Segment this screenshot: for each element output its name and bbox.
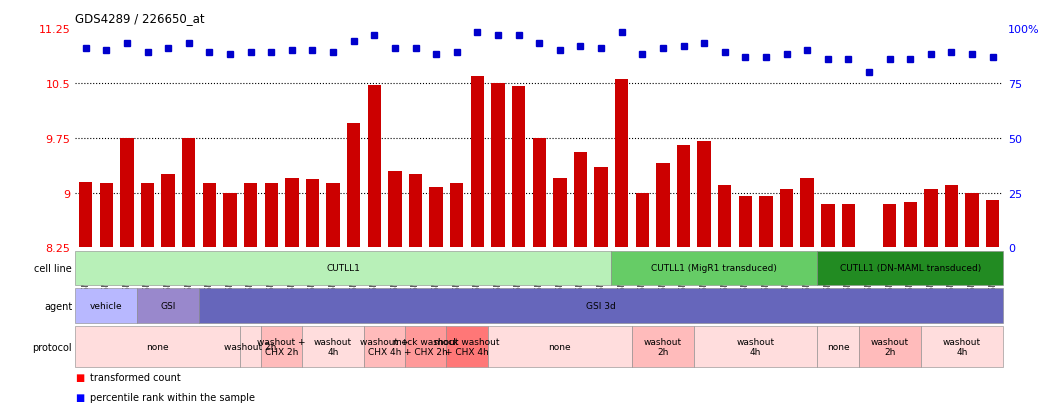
Text: none: none (147, 342, 170, 351)
Bar (388, 171, 402, 248)
Bar (244, 184, 258, 248)
Bar (697, 142, 711, 248)
Bar (965, 193, 979, 248)
Bar (429, 187, 443, 248)
Text: none: none (549, 342, 571, 351)
Bar (327, 184, 340, 248)
Bar (491, 84, 505, 248)
Bar (759, 197, 773, 248)
Bar (161, 175, 175, 248)
Bar (904, 202, 917, 248)
Bar (223, 193, 237, 248)
Text: agent: agent (44, 301, 72, 311)
Bar (944, 186, 958, 248)
Bar (408, 175, 422, 248)
Bar (99, 184, 113, 248)
Text: GSI: GSI (160, 301, 176, 310)
Text: washout
2h: washout 2h (644, 337, 682, 356)
Bar (347, 124, 360, 248)
Text: CUTLL1 (MigR1 transduced): CUTLL1 (MigR1 transduced) (651, 264, 777, 273)
Text: washout
2h: washout 2h (871, 337, 909, 356)
Bar (203, 184, 216, 248)
Bar (79, 182, 92, 248)
Bar (595, 168, 607, 248)
Bar (182, 138, 196, 248)
Text: vehicle: vehicle (90, 301, 122, 310)
Text: mock washout
+ CHX 4h: mock washout + CHX 4h (435, 337, 499, 356)
Bar (553, 178, 566, 248)
Text: CUTLL1: CUTLL1 (327, 264, 360, 273)
Bar (512, 87, 526, 248)
Text: washout
4h: washout 4h (314, 337, 352, 356)
Text: GSI 3d: GSI 3d (586, 301, 616, 310)
Bar (120, 138, 134, 248)
Text: mock washout
+ CHX 2h: mock washout + CHX 2h (393, 337, 459, 356)
Bar (574, 153, 587, 248)
Bar (306, 180, 319, 248)
Bar (738, 197, 752, 248)
Text: transformed count: transformed count (90, 373, 181, 382)
Bar (285, 178, 298, 248)
Text: GDS4289 / 226650_at: GDS4289 / 226650_at (75, 12, 205, 25)
Text: washout +
CHX 2h: washout + CHX 2h (258, 337, 306, 356)
Bar (801, 178, 814, 248)
Text: washout
4h: washout 4h (737, 337, 775, 356)
Bar (636, 193, 649, 248)
Text: ■: ■ (75, 392, 85, 402)
Text: ■: ■ (75, 373, 85, 382)
Bar (986, 200, 1000, 248)
Text: washout +
CHX 4h: washout + CHX 4h (360, 337, 408, 356)
Bar (718, 186, 732, 248)
Bar (883, 204, 896, 248)
Bar (656, 164, 670, 248)
Bar (925, 190, 937, 248)
Text: CUTLL1 (DN-MAML transduced): CUTLL1 (DN-MAML transduced) (840, 264, 981, 273)
Bar (265, 184, 277, 248)
Bar (821, 204, 834, 248)
Bar (450, 184, 464, 248)
Text: none: none (827, 342, 849, 351)
Bar (141, 184, 154, 248)
Bar (615, 80, 628, 248)
Bar (367, 86, 381, 248)
Text: cell line: cell line (35, 263, 72, 273)
Text: protocol: protocol (32, 342, 72, 352)
Bar (533, 138, 545, 248)
Text: washout
4h: washout 4h (942, 337, 981, 356)
Text: washout 2h: washout 2h (224, 342, 276, 351)
Bar (780, 190, 794, 248)
Bar (676, 146, 690, 248)
Text: percentile rank within the sample: percentile rank within the sample (90, 392, 255, 402)
Bar (842, 204, 855, 248)
Bar (471, 76, 484, 248)
